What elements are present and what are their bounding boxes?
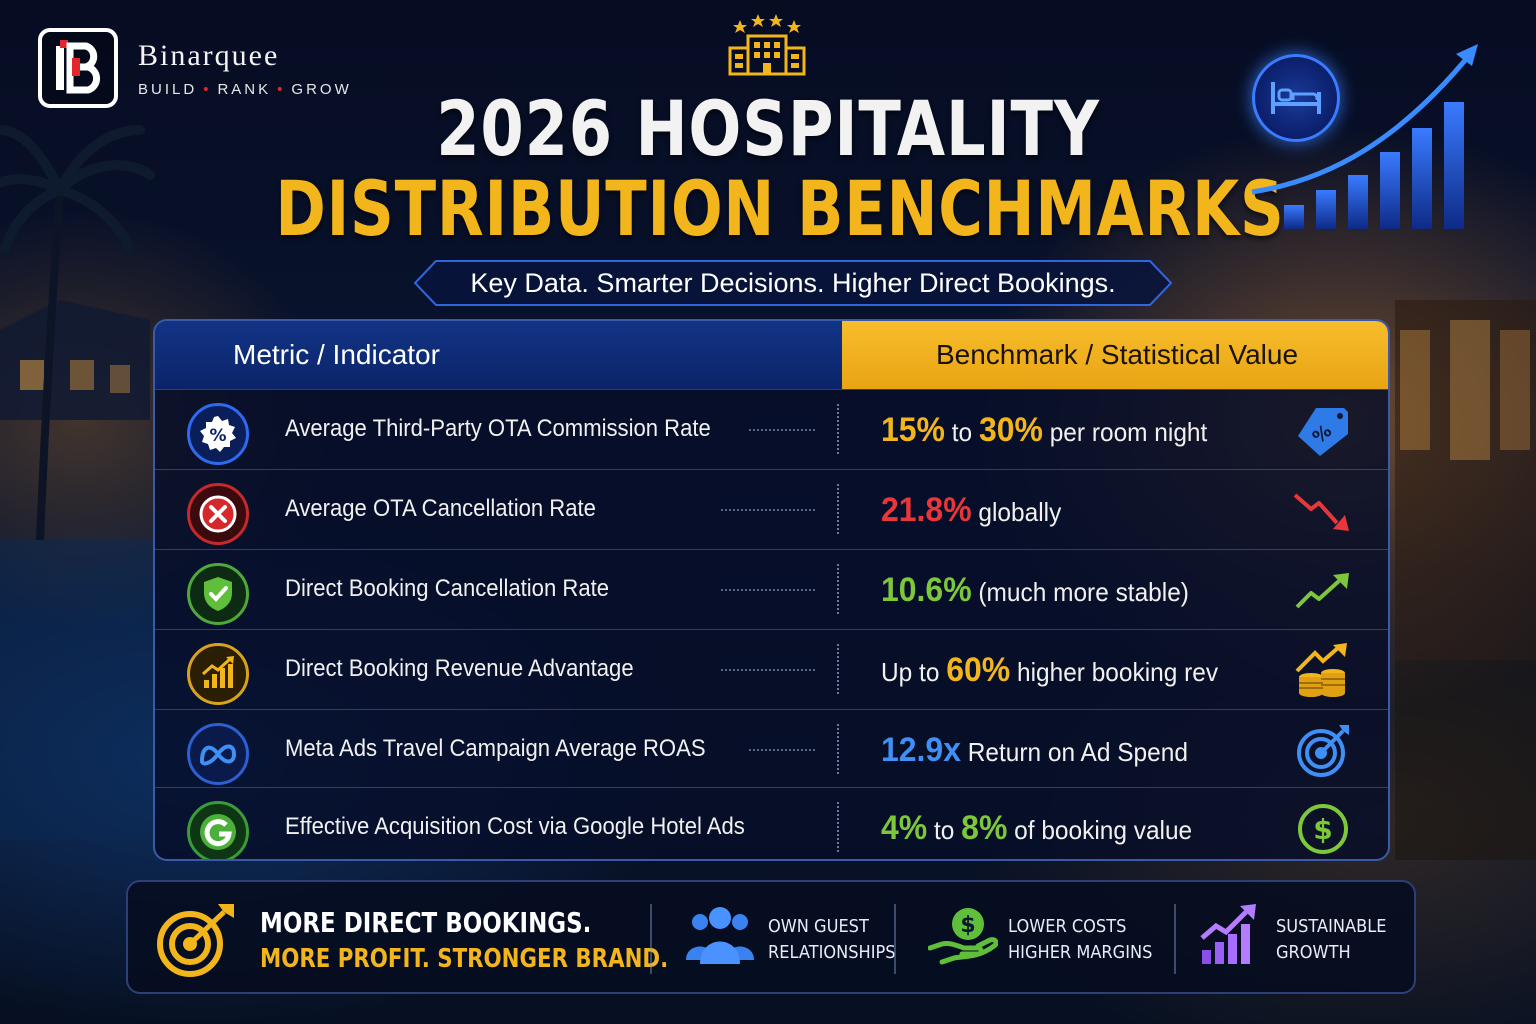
feature-sustainable-growth: SUSTAINABLE GROWTH	[1276, 916, 1387, 963]
table-row: Direct Booking Cancellation Rate 10.6% (…	[155, 549, 1388, 627]
table-header: Metric / Indicator Benchmark / Statistic…	[155, 321, 1388, 389]
row-label: Average Third-Party OTA Commission Rate	[285, 415, 711, 442]
bed-badge-icon	[1252, 54, 1340, 142]
table-row: Direct Booking Revenue Advantage Up to 6…	[155, 629, 1388, 707]
hotel-building-icon	[728, 14, 806, 76]
table-row: % Average Third-Party OTA Commission Rat…	[155, 389, 1388, 467]
row-divider	[837, 724, 839, 774]
header-value: Benchmark / Statistical Value	[842, 321, 1388, 389]
feature-guest-relationships: OWN GUEST RELATIONSHIPS	[768, 916, 896, 963]
row-label: Direct Booking Cancellation Rate	[285, 575, 610, 602]
feature-lower-costs: LOWER COSTS HIGHER MARGINS	[1008, 916, 1153, 963]
row-divider	[837, 404, 839, 454]
bar-growth-icon	[187, 643, 249, 705]
row-value: 12.9x Return on Ad Spend	[881, 731, 1188, 769]
row-value: Up to 60% higher booking rev	[881, 651, 1219, 689]
row-divider	[837, 484, 839, 534]
table-row: Average OTA Cancellation Rate 21.8% glob…	[155, 469, 1388, 547]
brand-name: Binarquee	[138, 38, 280, 72]
row-divider	[837, 644, 839, 694]
meta-logo-icon	[187, 723, 249, 785]
row-value: 10.6% (much more stable)	[881, 571, 1189, 609]
row-label: Direct Booking Revenue Advantage	[285, 655, 634, 682]
coins-growth-icon	[1293, 643, 1353, 698]
row-label: Average OTA Cancellation Rate	[285, 495, 596, 522]
title-line-1: 2026 HOSPITALITY	[436, 84, 1100, 173]
row-value: 21.8% globally	[881, 491, 1062, 529]
banner-subheadline: MORE PROFIT. STRONGER BRAND.	[260, 944, 669, 974]
subtitle: Key Data. Smarter Decisions. Higher Dire…	[470, 268, 1116, 298]
row-value: 15% to 30% per room night	[881, 411, 1208, 449]
bottom-banner: MORE DIRECT BOOKINGS. MORE PROFIT. STRON…	[126, 880, 1416, 994]
target-icon	[1293, 724, 1353, 778]
people-icon	[686, 907, 754, 964]
row-leader	[721, 509, 815, 511]
table-row: Meta Ads Travel Campaign Average ROAS 12…	[155, 709, 1388, 787]
dollar-circle-icon: $	[1293, 802, 1353, 856]
money-hand-icon: $	[928, 908, 998, 965]
title-line-2: DISTRIBUTION BENCHMARKS	[275, 164, 1285, 253]
svg-text:%: %	[209, 426, 226, 446]
brand-tagline: BUILD • RANK • GROW	[138, 80, 352, 98]
growth-bars-decoration	[1251, 44, 1478, 229]
row-divider	[837, 802, 839, 852]
brand-logo[interactable]: Binarquee BUILD • RANK • GROW	[38, 28, 352, 108]
shield-check-icon	[187, 563, 249, 625]
row-leader	[749, 429, 815, 431]
table-row: Effective Acquisition Cost via Google Ho…	[155, 787, 1388, 859]
target-arrow-icon	[157, 904, 234, 977]
row-leader	[749, 749, 815, 751]
banner-divider	[1174, 904, 1176, 974]
banner-headline: MORE DIRECT BOOKINGS.	[260, 906, 592, 939]
percent-badge-icon: %	[187, 403, 249, 465]
trend-up-icon	[1293, 564, 1353, 618]
header-metric: Metric / Indicator	[155, 321, 842, 389]
subtitle-ribbon: Key Data. Smarter Decisions. Higher Dire…	[414, 260, 1172, 306]
google-logo-icon	[187, 801, 249, 859]
row-label: Effective Acquisition Cost via Google Ho…	[285, 813, 745, 840]
x-circle-icon	[187, 483, 249, 545]
banner-divider	[650, 904, 652, 974]
row-label: Meta Ads Travel Campaign Average ROAS	[285, 735, 706, 762]
logo-mark-icon	[38, 28, 118, 108]
row-leader	[721, 669, 815, 671]
row-leader	[721, 589, 815, 591]
row-divider	[837, 564, 839, 614]
growth-chart-icon	[1200, 904, 1256, 964]
banner-divider	[894, 904, 896, 974]
svg-text:$: $	[960, 913, 975, 938]
benchmarks-table: Metric / Indicator Benchmark / Statistic…	[153, 319, 1390, 861]
trend-down-icon	[1293, 484, 1353, 538]
svg-text:$: $	[1313, 813, 1332, 846]
percent-tag-icon: %	[1293, 404, 1353, 458]
row-value: 4% to 8% of booking value	[881, 809, 1193, 847]
